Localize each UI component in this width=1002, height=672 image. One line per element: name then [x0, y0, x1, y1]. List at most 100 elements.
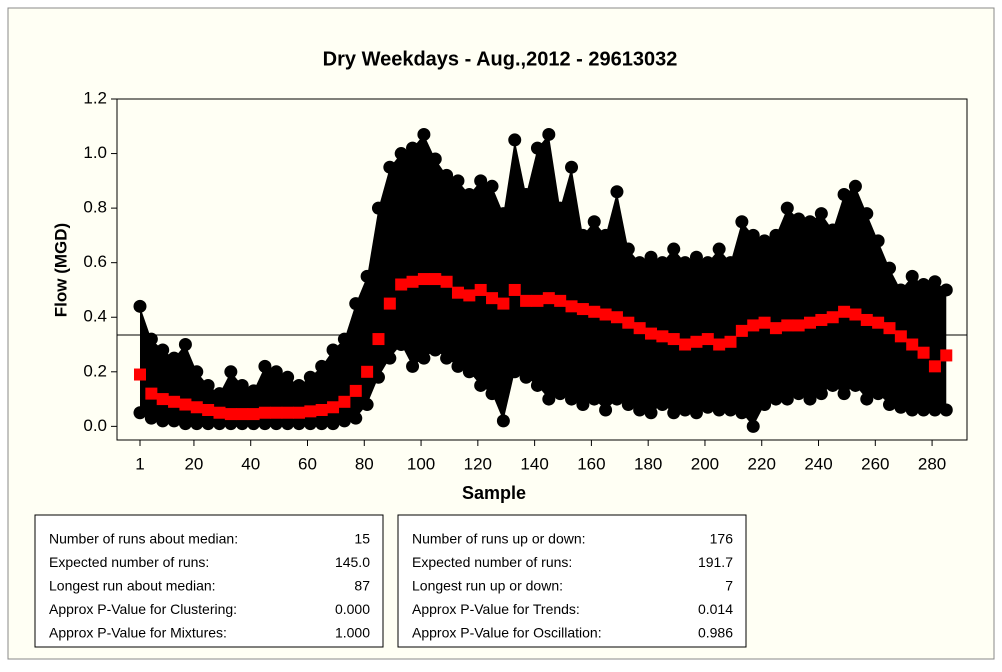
point	[133, 299, 147, 313]
median-point	[554, 294, 567, 307]
point	[144, 411, 158, 425]
stat-label: Approx P-Value for Trends:	[412, 601, 580, 617]
point	[735, 406, 749, 420]
point	[462, 187, 476, 201]
point	[860, 392, 874, 406]
point	[769, 228, 783, 242]
point	[565, 160, 579, 174]
point	[394, 147, 408, 161]
y-tick-label: 0.6	[83, 252, 107, 271]
point	[417, 127, 431, 141]
stat-value: 145.0	[335, 554, 370, 570]
point	[406, 141, 420, 155]
point	[349, 297, 363, 311]
x-tick-label: 80	[355, 454, 374, 473]
point	[928, 275, 942, 289]
x-tick-label: 180	[634, 454, 662, 473]
point	[530, 378, 544, 392]
stat-value: 87	[354, 578, 370, 594]
point	[814, 387, 828, 401]
point	[610, 185, 624, 199]
point	[894, 400, 908, 414]
point	[508, 365, 522, 379]
x-axis-label: Sample	[462, 483, 526, 503]
point	[826, 378, 840, 392]
point	[905, 269, 919, 283]
point	[451, 359, 465, 373]
median-point	[758, 316, 771, 329]
median-point	[928, 360, 941, 373]
chart-title: Dry Weekdays - Aug.,2012 - 29613032	[323, 48, 678, 70]
median-point	[145, 387, 158, 400]
x-tick-label: 200	[691, 454, 719, 473]
point	[247, 417, 261, 431]
point	[235, 417, 249, 431]
point	[667, 406, 681, 420]
point	[599, 403, 613, 417]
x-tick-label: 40	[241, 454, 260, 473]
median-point	[701, 333, 714, 346]
point	[462, 365, 476, 379]
stat-value: 7	[725, 578, 733, 594]
point	[712, 242, 726, 256]
point	[905, 403, 919, 417]
point	[644, 406, 658, 420]
point	[235, 378, 249, 392]
median-point	[838, 305, 851, 318]
point	[667, 242, 681, 256]
median-point	[860, 313, 873, 326]
stat-label: Approx P-Value for Mixtures:	[49, 625, 227, 641]
point	[406, 359, 420, 373]
point	[303, 370, 317, 384]
point	[269, 365, 283, 379]
x-tick-label: 240	[804, 454, 832, 473]
median-point	[747, 319, 760, 332]
point	[508, 133, 522, 147]
median-point	[520, 294, 533, 307]
point	[689, 406, 703, 420]
median-point	[156, 393, 169, 406]
median-point	[463, 289, 476, 302]
point	[417, 351, 431, 365]
point	[428, 343, 442, 357]
point	[440, 168, 454, 182]
median-point	[872, 316, 885, 329]
point	[451, 174, 465, 188]
point	[917, 403, 931, 417]
median-point	[781, 319, 794, 332]
stat-value: 191.7	[698, 554, 733, 570]
point	[496, 207, 510, 221]
stat-label: Expected number of runs:	[49, 554, 209, 570]
plot-frame	[116, 98, 968, 441]
point	[542, 392, 556, 406]
median-point	[190, 401, 203, 414]
point	[178, 417, 192, 431]
point	[474, 174, 488, 188]
median-point	[633, 322, 646, 335]
median-point	[270, 406, 283, 419]
y-axis-label: Flow (MGD)	[51, 223, 70, 317]
point	[553, 387, 567, 401]
median-point	[656, 330, 669, 343]
median-point	[804, 316, 817, 329]
point	[780, 201, 794, 215]
point	[871, 387, 885, 401]
median-point	[429, 273, 442, 286]
median-point	[247, 408, 260, 421]
median-point	[565, 300, 578, 313]
point	[882, 261, 896, 275]
median-point	[179, 398, 192, 411]
median-point	[383, 297, 396, 310]
stat-label: Expected number of runs:	[412, 554, 572, 570]
stat-value: 0.014	[698, 601, 733, 617]
point	[530, 141, 544, 155]
point	[610, 392, 624, 406]
point	[190, 417, 204, 431]
median-point	[395, 278, 408, 291]
point	[519, 187, 533, 201]
x-tick-label: 100	[407, 454, 435, 473]
median-point	[202, 403, 215, 416]
point	[655, 398, 669, 412]
